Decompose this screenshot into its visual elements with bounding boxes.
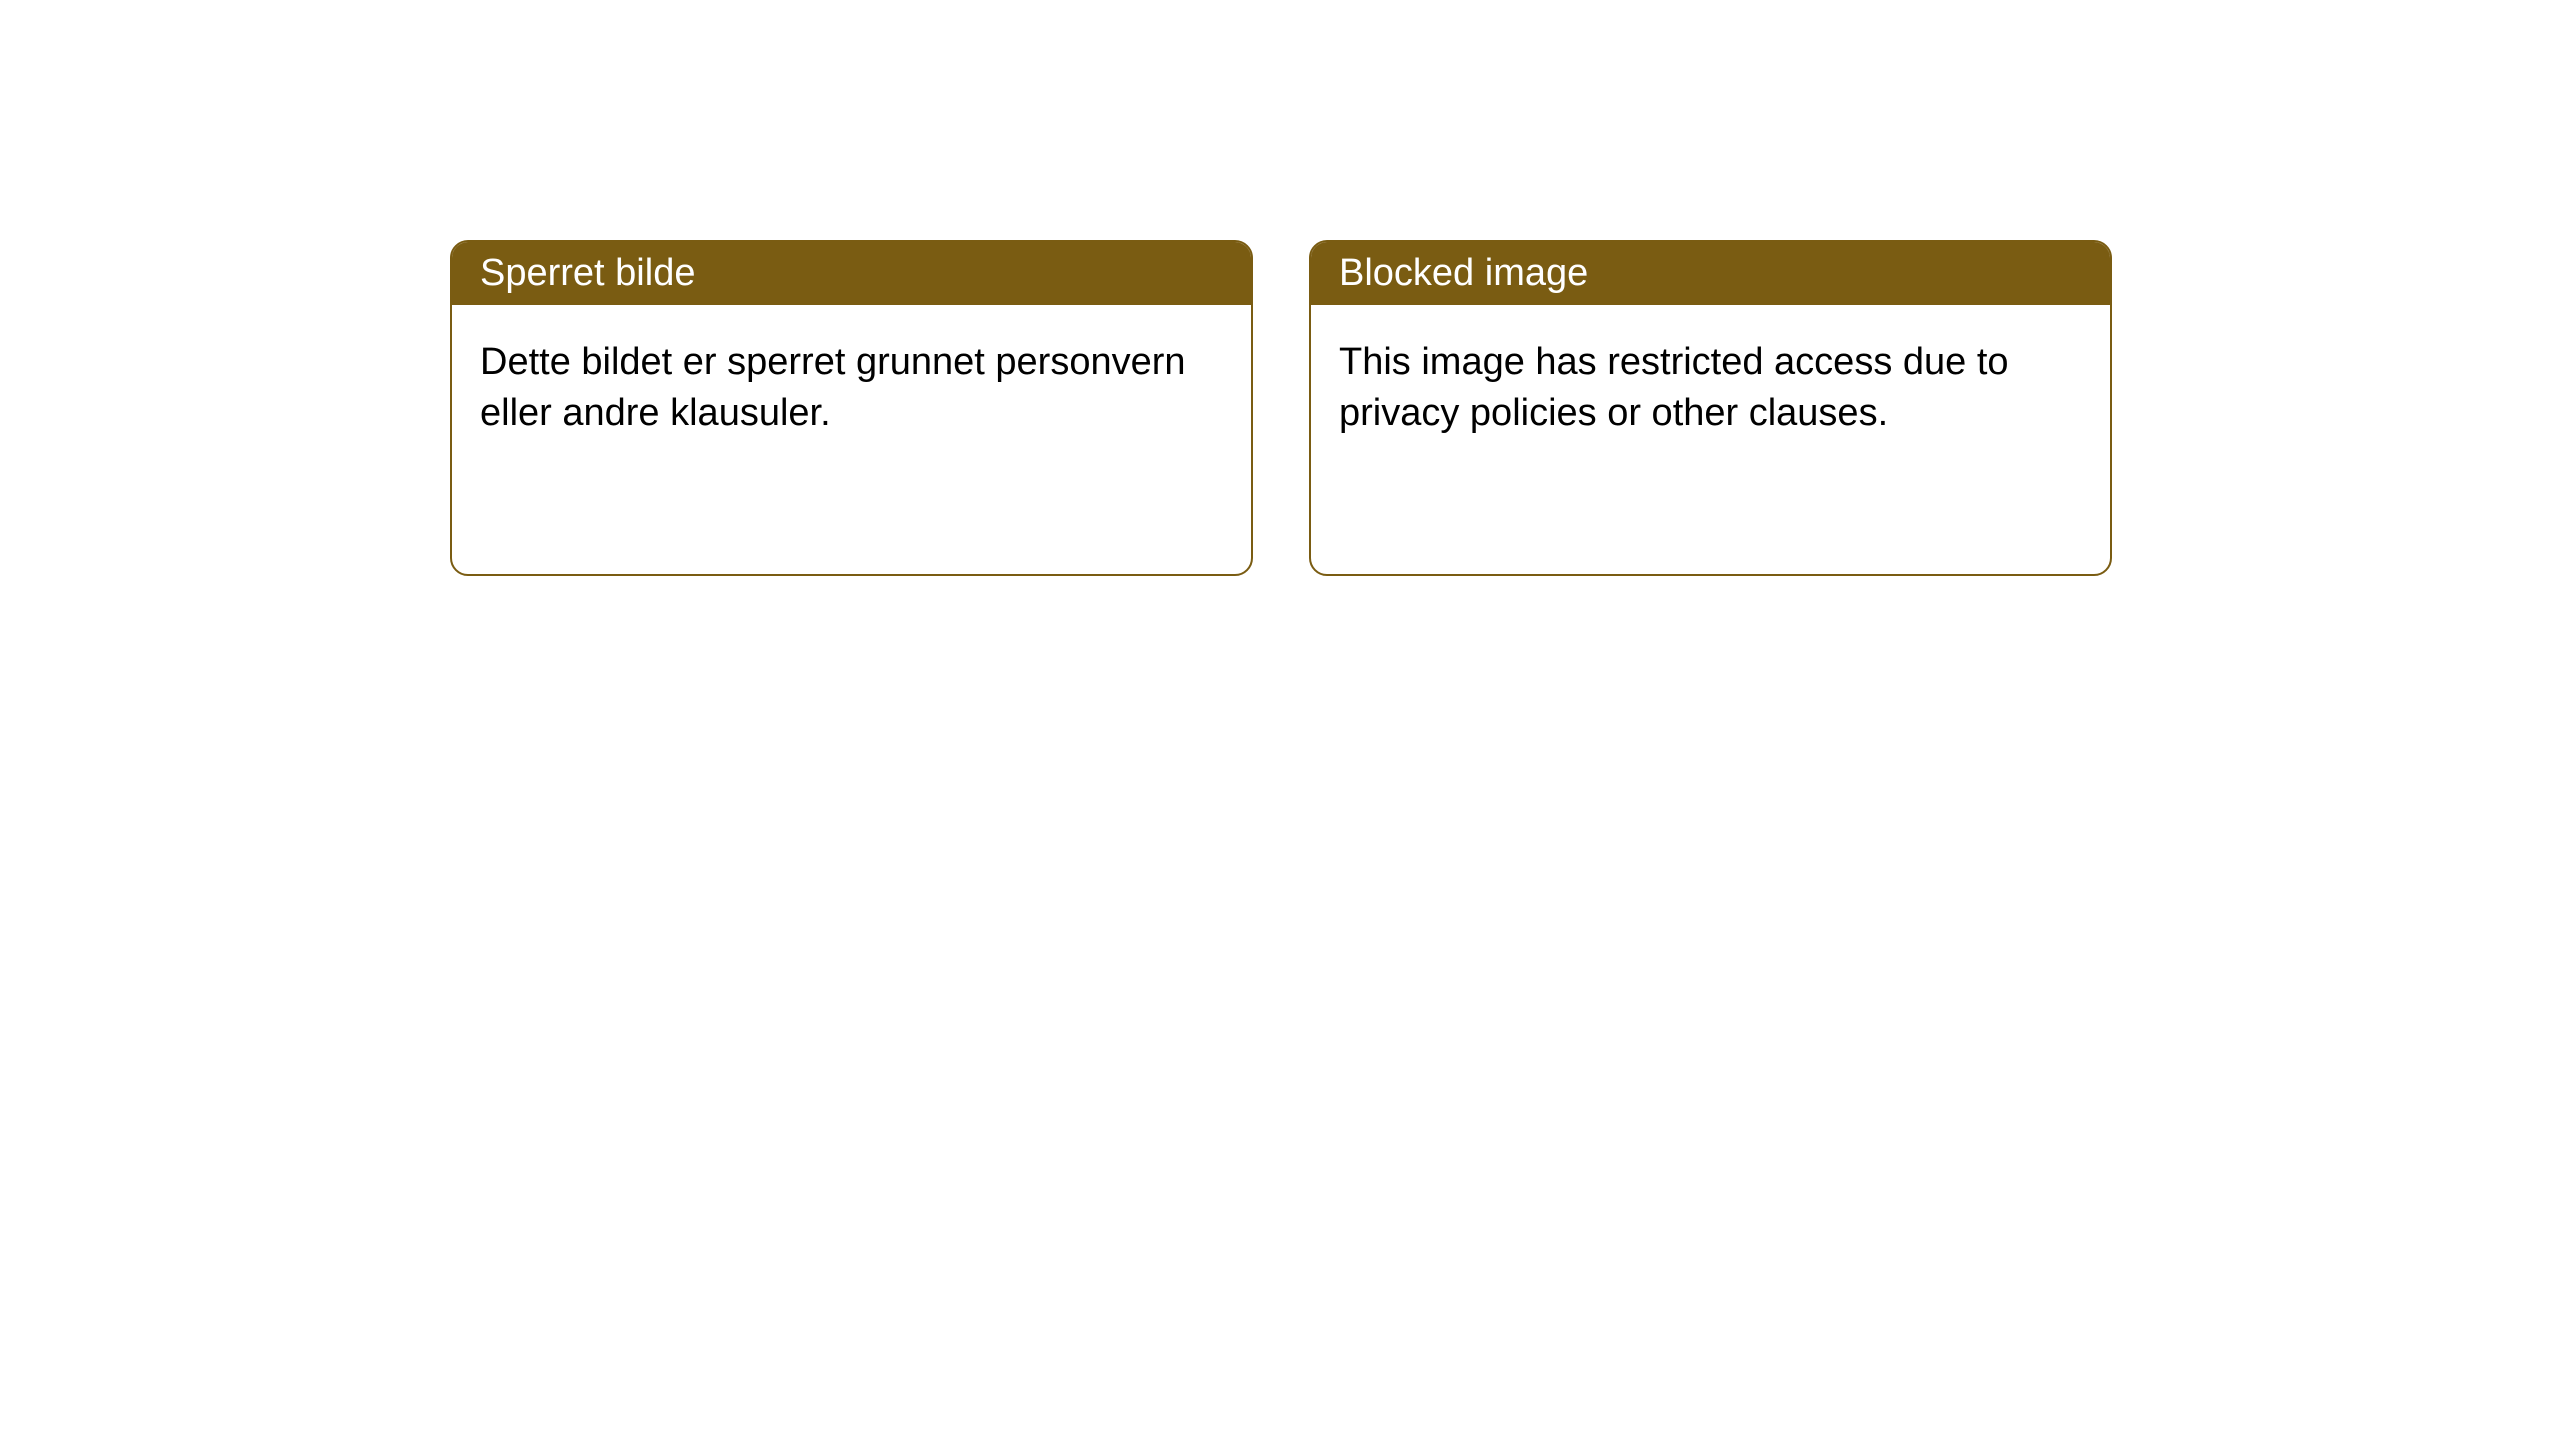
blocked-image-card-english: Blocked image This image has restricted …: [1309, 240, 2112, 576]
notice-cards-container: Sperret bilde Dette bildet er sperret gr…: [0, 0, 2560, 576]
card-body-norwegian: Dette bildet er sperret grunnet personve…: [452, 305, 1251, 472]
card-header-english: Blocked image: [1311, 242, 2110, 305]
blocked-image-card-norwegian: Sperret bilde Dette bildet er sperret gr…: [450, 240, 1253, 576]
card-title: Sperret bilde: [480, 252, 695, 294]
card-body-english: This image has restricted access due to …: [1311, 305, 2110, 472]
card-body-text: Dette bildet er sperret grunnet personve…: [480, 341, 1186, 434]
card-title: Blocked image: [1339, 252, 1588, 294]
card-header-norwegian: Sperret bilde: [452, 242, 1251, 305]
card-body-text: This image has restricted access due to …: [1339, 341, 2009, 434]
